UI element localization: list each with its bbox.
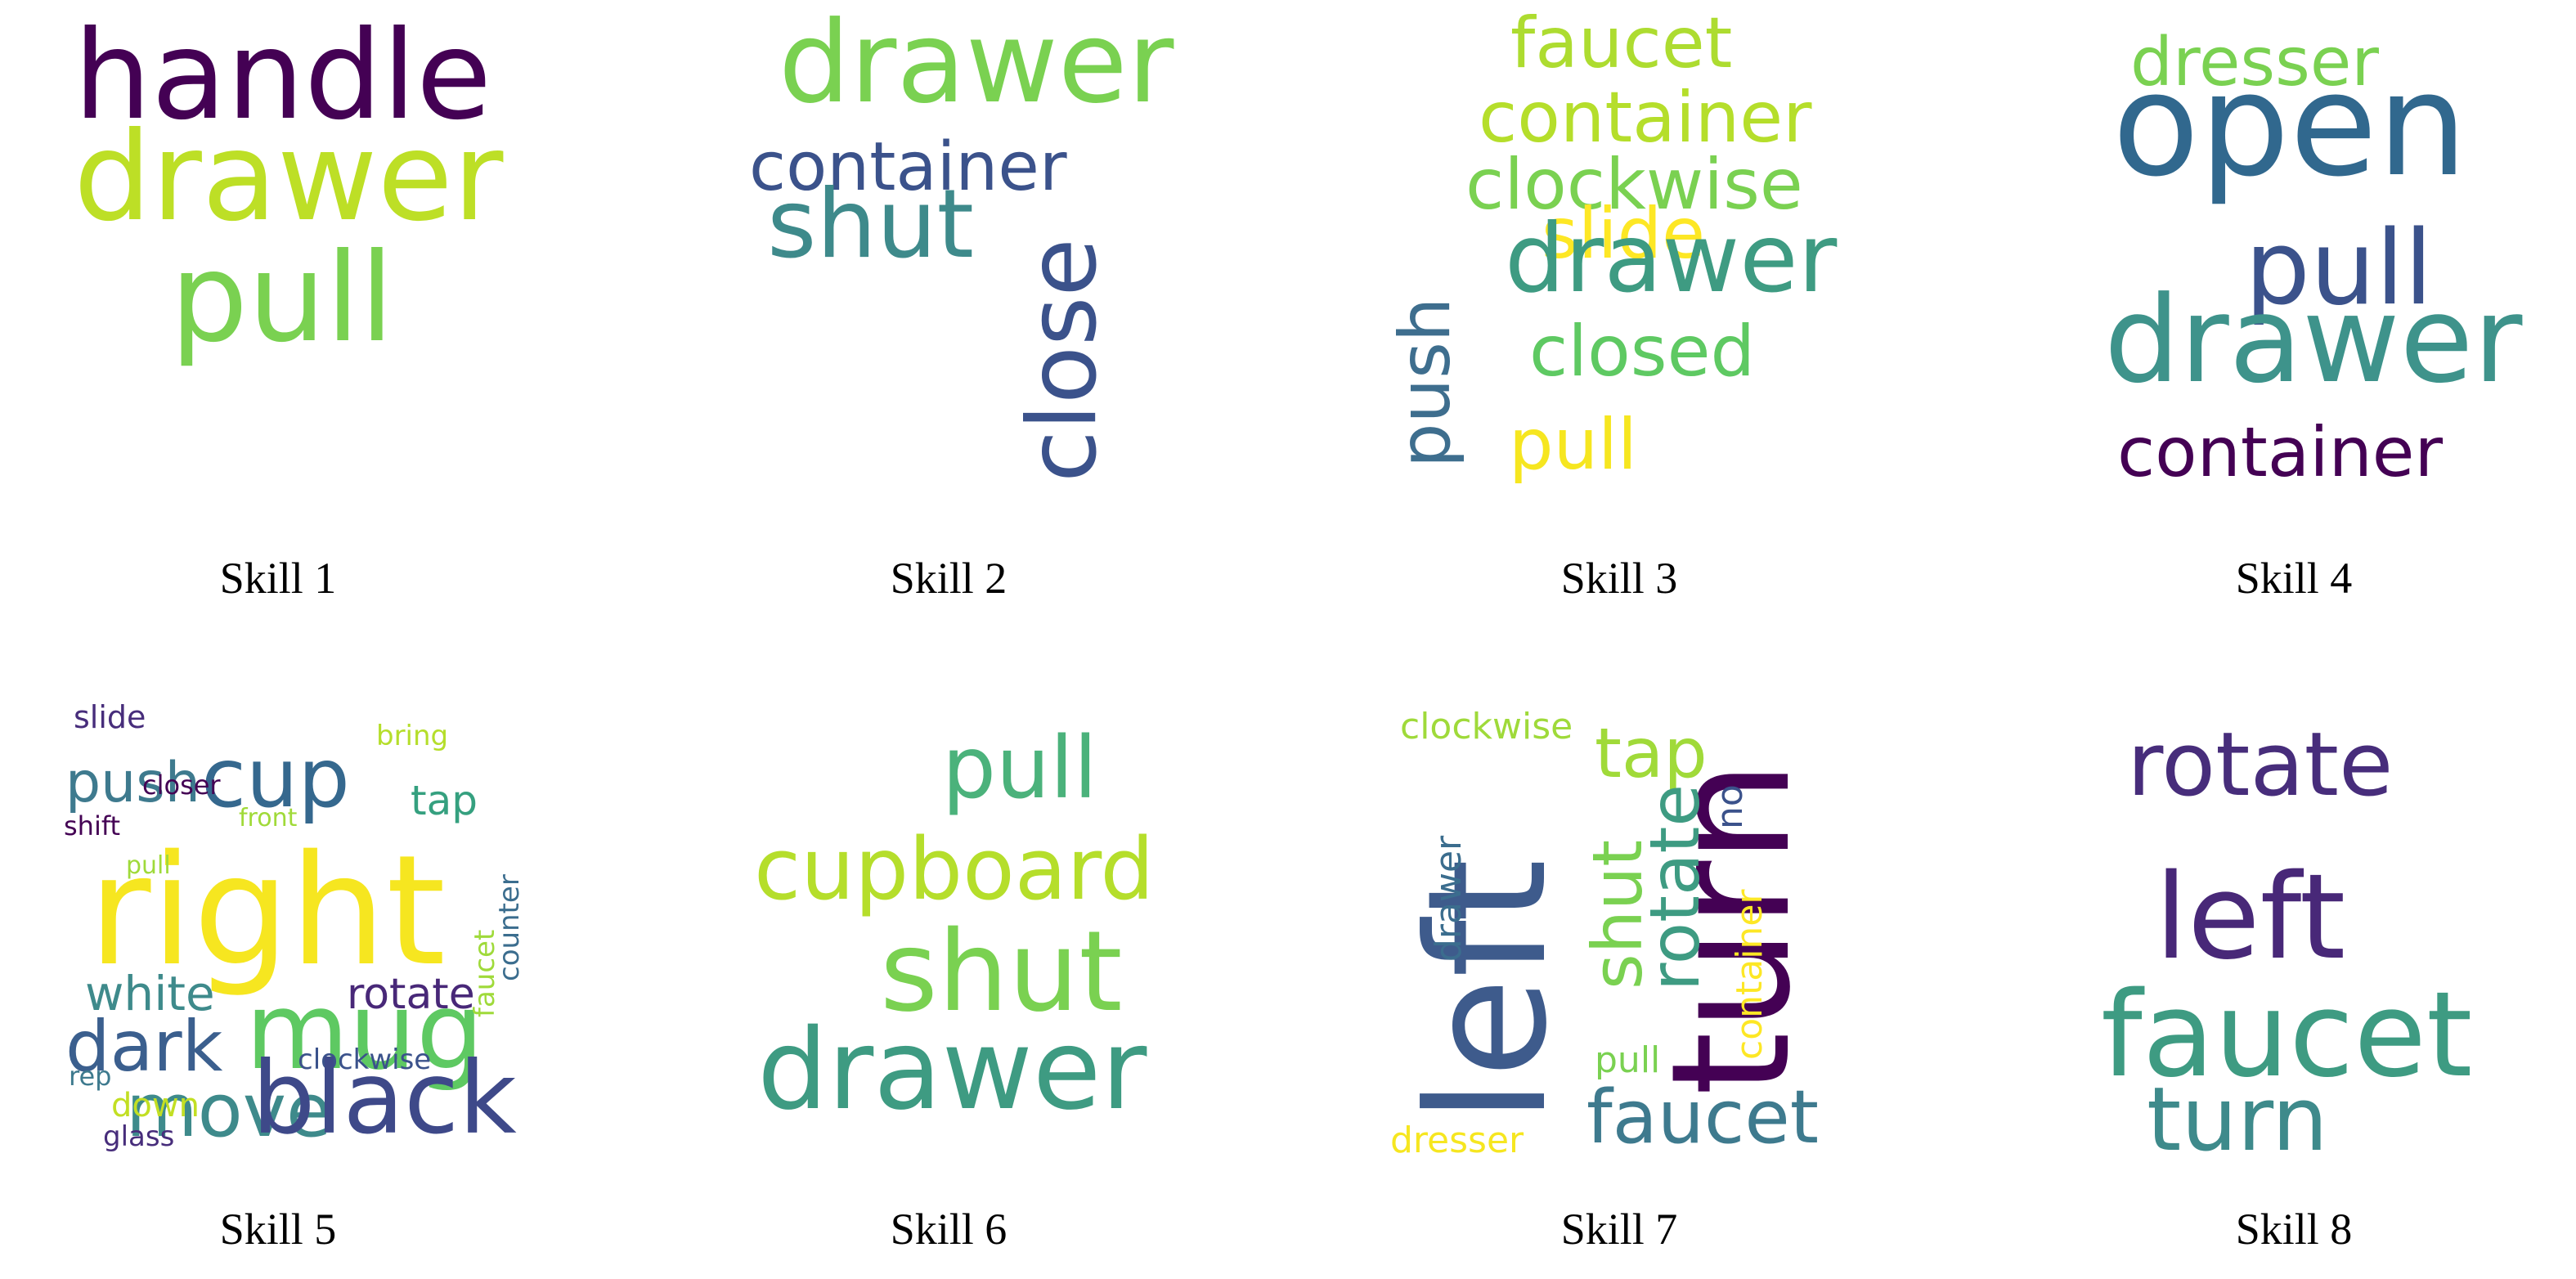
word-cloud-word: cupboard [754,819,1155,919]
word-cloud-word: drawer [1505,204,1838,315]
word-cloud-word: container [749,128,1067,207]
skill-caption: Skill 7 [1560,1205,1678,1254]
word-cloud-word: slide [74,698,146,735]
skill-caption: Skill 4 [2235,554,2353,603]
word-cloud-word: white [85,965,215,1021]
word-cloud-word: black [252,1040,517,1157]
word-cloud-word: front [239,804,298,832]
word-cloud-word: close [1008,238,1118,482]
word-cloud-word: faucet [469,929,501,1017]
word-cloud-word: no [1709,784,1751,829]
word-cloud-panel: faucet container clockwise slide drawer push c… [1384,8,1848,487]
word-cloud-word: faucet [1586,1075,1820,1160]
word-cloud-panel: clockwise tap left turn drawer shut rotate no co… [1390,679,1848,1158]
word-cloud-word: pull [170,227,394,370]
skill-caption: Skill 6 [890,1205,1008,1254]
word-cloud-word: dark [65,1006,223,1088]
word-cloud-word: clockwise [298,1043,432,1076]
word-cloud-word: rotate [2127,713,2394,816]
word-cloud-panel: handle drawer pull [49,15,507,482]
word-cloud-word: clockwise [1465,144,1803,227]
word-cloud-word: drawer [1428,835,1470,962]
word-cloud-word: rotate [1635,783,1715,991]
word-cloud-panel: pull cupboard shut drawer [720,679,1178,1137]
word-cloud-panel: rotate left faucet turn [2065,679,2523,1164]
word-cloud-word: shift [64,810,121,842]
word-cloud-word: rep [69,1061,112,1093]
word-cloud-panel: drawer container shut close [720,6,1178,482]
word-cloud-word: shut [767,169,974,280]
word-cloud-word: pull [1595,1039,1661,1081]
word-cloud-word: closer [142,770,221,801]
skill-caption: Skill 2 [890,554,1008,603]
word-cloud-word: cup [201,730,350,826]
word-cloud-word: drawer [779,0,1174,128]
word-cloud-word: pull [2245,208,2433,329]
word-cloud-word: glass [103,1120,175,1153]
word-cloud-word: drawer [74,106,504,249]
word-cloud-word: pull [1509,404,1637,487]
word-cloud-word: pull [942,717,1097,818]
word-cloud-word: bring [376,719,449,752]
word-cloud-word: pull [126,851,171,880]
word-cloud-word: tap [411,777,478,824]
word-cloud-word: faucet [1510,2,1733,85]
word-cloud-word: dresser [1390,1119,1524,1161]
word-cloud-word: shut [880,908,1123,1038]
word-cloud-word: clockwise [1400,705,1573,747]
word-cloud-word: drawer [757,1006,1147,1136]
word-cloud-word: turn [2147,1068,2328,1171]
word-cloud-word: move [126,1068,332,1154]
word-cloud-word: slide [1542,193,1706,276]
word-cloud-word: down [111,1087,200,1124]
word-cloud-panel: dresser open pull drawer container [2065,24,2523,487]
word-cloud-word: rotate [347,970,475,1020]
skill-caption: Skill 1 [219,554,337,603]
word-cloud-word: open [2112,42,2468,209]
word-cloud-word: container [1479,77,1812,159]
word-cloud-word: mug [245,969,484,1093]
word-cloud-word: right [88,822,447,1000]
word-cloud-word: left [2155,847,2346,985]
word-cloud-word: faucet [2101,965,2473,1103]
word-cloud-word: container [1729,889,1770,1060]
word-cloud-word: container [2117,411,2444,492]
skill-caption: Skill 8 [2235,1205,2353,1254]
word-cloud-word: push [65,750,200,815]
word-cloud-word: push [1384,297,1466,468]
skill-caption: Skill 5 [219,1205,337,1254]
skill-caption: Skill 3 [1560,554,1678,603]
word-cloud-word: tap [1595,712,1708,793]
word-cloud-panel: slide push cup bring tap closer front shift coun… [49,679,526,1151]
word-cloud-word: handle [74,5,492,147]
word-cloud-word: dresser [2130,24,2380,102]
word-cloud-word: closed [1529,311,1756,393]
word-cloud-word: drawer [2104,271,2523,411]
